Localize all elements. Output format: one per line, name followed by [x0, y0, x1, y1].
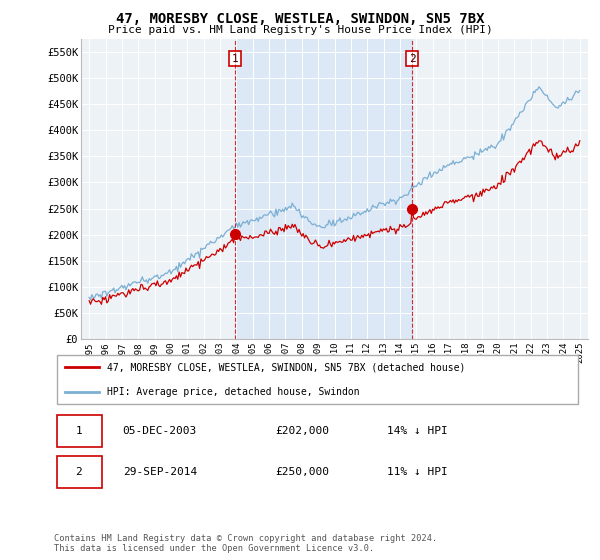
Text: £202,000: £202,000 — [276, 426, 330, 436]
Text: HPI: Average price, detached house, Swindon: HPI: Average price, detached house, Swin… — [107, 386, 359, 396]
Text: £250,000: £250,000 — [276, 466, 330, 477]
Text: Contains HM Land Registry data © Crown copyright and database right 2024.
This d: Contains HM Land Registry data © Crown c… — [54, 534, 437, 553]
Text: 29-SEP-2014: 29-SEP-2014 — [122, 466, 197, 477]
FancyBboxPatch shape — [56, 455, 101, 488]
Text: Price paid vs. HM Land Registry's House Price Index (HPI): Price paid vs. HM Land Registry's House … — [107, 25, 493, 35]
Text: 05-DEC-2003: 05-DEC-2003 — [122, 426, 197, 436]
Text: 1: 1 — [76, 426, 82, 436]
Text: 14% ↓ HPI: 14% ↓ HPI — [386, 426, 448, 436]
Text: 47, MORESBY CLOSE, WESTLEA, SWINDON, SN5 7BX (detached house): 47, MORESBY CLOSE, WESTLEA, SWINDON, SN5… — [107, 362, 465, 372]
Text: 2: 2 — [409, 54, 416, 64]
Text: 2: 2 — [76, 466, 82, 477]
FancyBboxPatch shape — [56, 414, 101, 447]
Text: 47, MORESBY CLOSE, WESTLEA, SWINDON, SN5 7BX: 47, MORESBY CLOSE, WESTLEA, SWINDON, SN5… — [116, 12, 484, 26]
FancyBboxPatch shape — [56, 355, 578, 404]
Bar — [235, 39, 412, 339]
Text: 11% ↓ HPI: 11% ↓ HPI — [386, 466, 448, 477]
Text: 1: 1 — [232, 54, 238, 64]
